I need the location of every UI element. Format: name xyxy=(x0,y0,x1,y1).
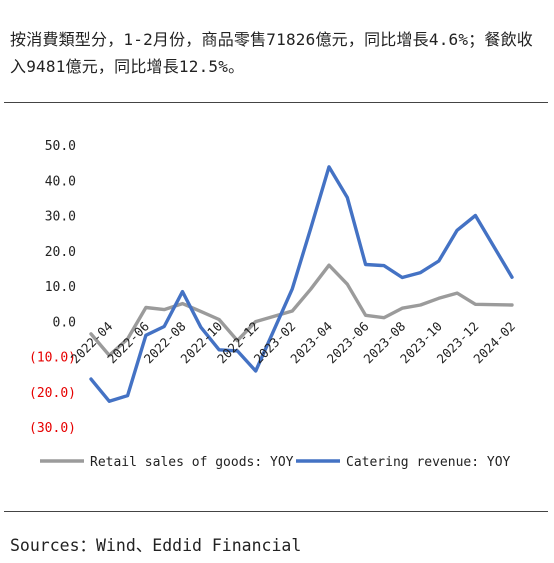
y-tick-label: 40.0 xyxy=(45,174,76,189)
y-tick-label: (20.0) xyxy=(29,386,76,401)
caption: 按消費類型分，1-2月份，商品零售71826億元，同比增長4.6%；餐飲收入94… xyxy=(10,30,533,76)
y-tick-label: 30.0 xyxy=(45,210,76,225)
y-axis-ticks: 50.0 40.0 30.0 20.0 10.0 0.0 (10.0) (20.0) (30.0… xyxy=(29,139,76,436)
source-note: Sources：Wind、Eddid Financial xyxy=(10,536,302,555)
y-tick-label: 50.0 xyxy=(45,139,76,154)
legend-catering-label: Catering revenue: YOY xyxy=(346,455,511,470)
y-tick-label: 20.0 xyxy=(45,245,76,260)
yoy-line-chart: 50.0 40.0 30.0 20.0 10.0 0.0 (10.0) (20.0) (30.0… xyxy=(29,139,519,470)
legend: Retail sales of goods: YOY Catering reven… xyxy=(40,455,511,470)
x-axis-ticks: 2022-042022-062022-082022-102022-122023-… xyxy=(68,319,519,367)
legend-retail-label: Retail sales of goods: YOY xyxy=(90,455,294,470)
retail-sales-line xyxy=(89,263,514,358)
catering-revenue-line xyxy=(89,165,514,403)
y-tick-label: (10.0) xyxy=(29,351,76,366)
bottom-rule xyxy=(4,511,548,512)
y-tick-label: (30.0) xyxy=(29,421,76,436)
y-tick-label: 10.0 xyxy=(45,280,76,295)
y-tick-label: 0.0 xyxy=(53,315,76,330)
series-lines xyxy=(89,165,514,403)
top-rule xyxy=(4,102,548,103)
